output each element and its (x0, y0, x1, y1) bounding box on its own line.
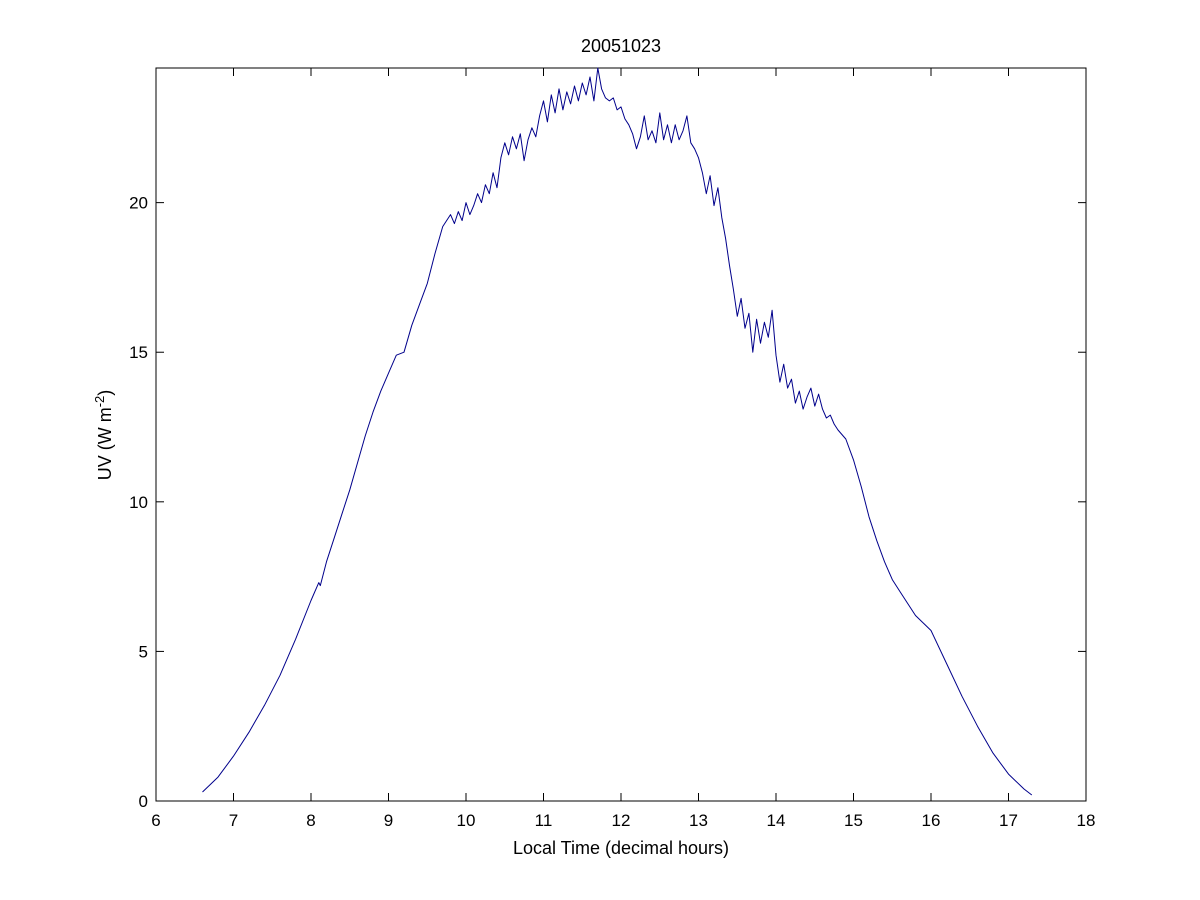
x-tick-label: 6 (151, 811, 160, 830)
y-tick-label: 10 (129, 493, 148, 512)
x-tick-label: 16 (922, 811, 941, 830)
ticks-layer: 6 7 8 9 10 11 12 13 14 15 16 17 18 0 5 10 15 20 (129, 68, 1095, 830)
x-tick-label: 17 (999, 811, 1018, 830)
y-tick-label: 20 (129, 194, 148, 213)
y-axis-label-close: ) (95, 390, 115, 396)
y-axis-label-superscript: -2 (92, 396, 107, 408)
x-tick-label: 9 (384, 811, 393, 830)
x-tick-label: 18 (1077, 811, 1096, 830)
x-axis-label: Local Time (decimal hours) (513, 838, 729, 858)
x-tick-label: 15 (844, 811, 863, 830)
y-axis-label-main: UV (W m (95, 407, 115, 480)
plot-area (155, 67, 1087, 802)
y-axis-label: UV (W m-2) (92, 390, 115, 481)
series-layer (202, 67, 1033, 796)
x-tick-label: 8 (306, 811, 315, 830)
y-tick-label: 5 (139, 642, 148, 661)
x-tick-label: 7 (229, 811, 238, 830)
x-tick-label: 11 (535, 811, 553, 830)
uv-series-line (202, 67, 1033, 796)
chart-title: 20051023 (581, 36, 661, 56)
x-tick-label: 14 (767, 811, 786, 830)
y-tick-label: 15 (129, 343, 148, 362)
x-tick-label: 12 (612, 811, 631, 830)
x-tick-label: 10 (457, 811, 476, 830)
y-tick-label: 0 (139, 792, 148, 811)
x-tick-label: 13 (689, 811, 708, 830)
